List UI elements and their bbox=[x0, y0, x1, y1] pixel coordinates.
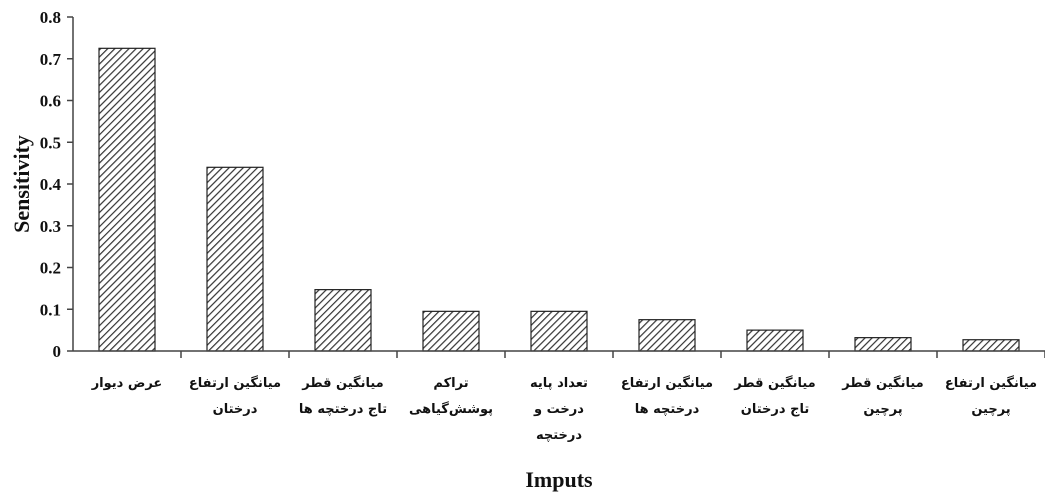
x-category-label: درخت و bbox=[533, 402, 584, 417]
y-axis: 0 0.1 0.2 0.3 0.4 0.5 0.6 0.7 0.8 bbox=[40, 8, 74, 361]
x-category-label: میانگین ارتفاع bbox=[189, 375, 281, 391]
bar bbox=[638, 319, 696, 352]
y-tick-label: 0.7 bbox=[40, 50, 62, 69]
bar bbox=[206, 166, 264, 352]
x-category-label: میانگین قطر bbox=[301, 375, 383, 391]
x-category-label: پرچین bbox=[863, 402, 902, 417]
x-category-label: میانگین ارتفاع bbox=[621, 375, 713, 391]
x-category-label: درختچه bbox=[536, 428, 582, 443]
bar bbox=[530, 310, 588, 352]
y-tick-label: 0.6 bbox=[40, 92, 61, 111]
x-category-label: میانگین ارتفاع bbox=[945, 375, 1037, 391]
x-category-label: تعداد پایه bbox=[530, 376, 588, 391]
y-axis-title: Sensitivity bbox=[9, 135, 34, 233]
x-axis-title: Imputs bbox=[525, 467, 593, 492]
x-category-label: تاج درختچه ها bbox=[299, 402, 387, 417]
bar bbox=[314, 289, 372, 352]
x-category-label: درختان bbox=[213, 402, 258, 417]
x-category-label: درختچه ها bbox=[635, 402, 700, 417]
x-category-label: پوشش‌گیاهی bbox=[409, 401, 493, 417]
x-category-label: تاج درختان bbox=[741, 402, 809, 417]
y-tick-label: 0.3 bbox=[40, 217, 61, 236]
bars bbox=[98, 47, 1020, 352]
y-tick-label: 0.8 bbox=[40, 8, 61, 27]
bar bbox=[962, 339, 1020, 352]
x-axis: عرض دیوار میانگین ارتفاع درختان میانگین قطر… bbox=[73, 350, 1045, 443]
bar bbox=[98, 47, 156, 352]
y-tick-label: 0.2 bbox=[40, 259, 61, 278]
bar bbox=[422, 310, 480, 352]
bar bbox=[746, 329, 804, 352]
y-tick-label: 0.5 bbox=[40, 133, 61, 152]
x-category-label: میانگین قطر bbox=[733, 375, 815, 391]
x-category-label: پرچین bbox=[971, 402, 1010, 417]
y-tick-label: 0 bbox=[53, 342, 62, 361]
x-category-label: تراکم bbox=[433, 376, 468, 391]
y-tick-label: 0.4 bbox=[40, 175, 62, 194]
x-category-label: عرض دیوار bbox=[91, 376, 163, 391]
y-tick-label: 0.1 bbox=[40, 300, 61, 319]
x-category-label: میانگین قطر bbox=[841, 375, 923, 391]
bar bbox=[854, 337, 912, 352]
